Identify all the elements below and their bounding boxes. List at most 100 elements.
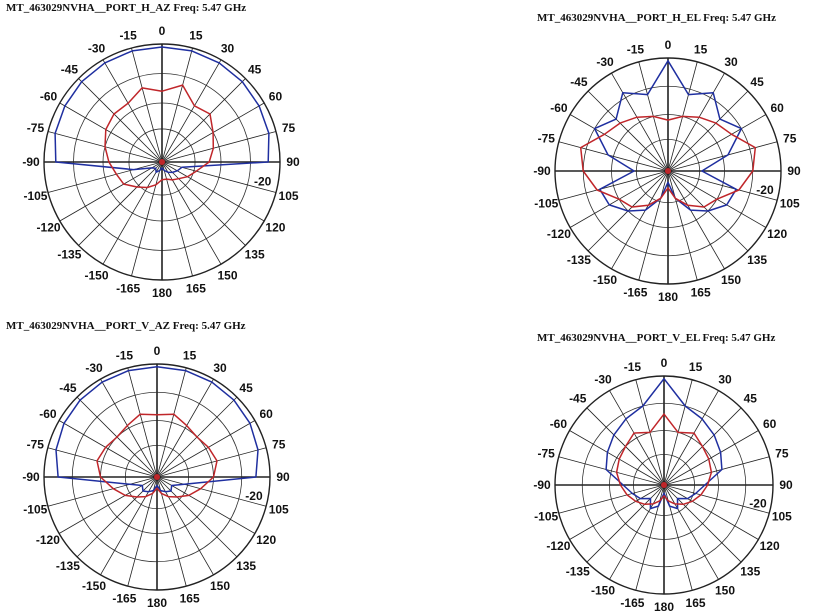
grid-spoke	[100, 476, 158, 576]
series-line-blue	[54, 46, 270, 174]
angle-tick-label: 150	[210, 579, 230, 593]
grid-spoke	[156, 367, 187, 478]
chart-title: MT_463029NVHA__PORT_H_AZ Freq: 5.47 GHz	[6, 2, 247, 14]
angle-tick-label: 165	[186, 282, 206, 296]
angle-tick-label: -165	[112, 592, 136, 606]
angle-tick-label: -90	[22, 155, 40, 169]
grid-spoke	[156, 476, 238, 558]
angle-tick-label: -90	[22, 470, 40, 484]
angle-tick-label: 15	[689, 360, 703, 374]
grid-spoke	[587, 90, 669, 172]
grid-spoke	[569, 430, 665, 486]
grid-spoke	[586, 484, 665, 563]
grid-spoke	[663, 390, 719, 486]
angle-tick-label: -135	[567, 253, 591, 267]
ring-label: -20	[756, 183, 774, 197]
grid-spoke	[609, 484, 665, 580]
chart-panel-v-el: MT_463029NVHA__PORT_V_EL Freq: 5.47 GHz …	[413, 306, 827, 614]
angle-tick-label: 90	[787, 164, 801, 178]
grid-spoke	[667, 72, 725, 172]
chart-title: MT_463029NVHA__PORT_V_AZ Freq: 5.47 GHz	[6, 320, 246, 332]
series-line-blue	[593, 60, 743, 212]
angle-tick-label: 120	[265, 221, 285, 235]
angle-tick-label: -30	[88, 42, 106, 56]
grid-spoke	[558, 141, 669, 172]
grid-spoke	[59, 102, 163, 163]
grid-spoke	[47, 476, 158, 507]
grid-spoke	[663, 484, 742, 563]
angle-tick-label: -75	[537, 446, 555, 460]
angle-tick-label: 30	[718, 372, 732, 386]
polar-chart: 0 153045607590105120135150165180-165-150-…	[22, 24, 300, 300]
grid-spoke	[667, 170, 725, 270]
chart-panel-h-el: MT_463029NVHA__PORT_H_EL Freq: 5.47 GHz …	[413, 0, 827, 306]
angle-tick-label: 90	[286, 155, 300, 169]
polar-chart: 0 153045607590105120135150165180-165-150-…	[533, 38, 801, 304]
grid-spoke	[58, 476, 158, 534]
angle-tick-label: 150	[715, 584, 735, 598]
angle-tick-label: 60	[259, 407, 273, 421]
angle-tick-label: 15	[183, 348, 197, 362]
angle-tick-label: 105	[772, 510, 792, 524]
grid-spoke	[156, 476, 187, 587]
angle-tick-label: -135	[566, 564, 590, 578]
grid-spoke	[569, 114, 669, 172]
series-line-red	[579, 115, 757, 208]
angle-tick-label: -30	[594, 372, 612, 386]
angle-tick-label: -150	[591, 584, 615, 598]
angle-tick-label: -45	[569, 392, 587, 406]
angle-tick-label: 105	[780, 197, 800, 211]
grid-spoke	[78, 78, 163, 163]
angle-tick-label: 90	[276, 470, 290, 484]
angle-tick-label: -45	[570, 75, 588, 89]
angle-tick-label: 120	[767, 227, 787, 241]
grid-spoke	[100, 378, 158, 478]
grid-spoke	[102, 161, 163, 265]
angle-tick-label: -30	[85, 361, 103, 375]
grid-spoke	[638, 170, 669, 281]
angle-tick-label: 180	[654, 600, 674, 614]
angle-tick-label: -60	[550, 417, 568, 431]
angle-tick-label: 45	[750, 75, 764, 89]
grid-spoke	[609, 390, 665, 486]
grid-spoke	[156, 476, 256, 534]
angle-tick-label: 120	[760, 539, 780, 553]
chart-panel-h-az: MT_463029NVHA__PORT_H_AZ Freq: 5.47 GHz …	[0, 0, 413, 306]
angle-tick-label: 45	[239, 381, 253, 395]
angle-tick-label: -150	[82, 579, 106, 593]
grid-spoke	[161, 161, 193, 277]
angle-tick-label: -165	[116, 282, 140, 296]
angle-tick-label: 60	[770, 101, 784, 115]
grid-spoke	[558, 456, 665, 486]
angle-tick-label: -135	[56, 559, 80, 573]
center-point	[159, 159, 165, 165]
angle-tick-label: -105	[23, 189, 47, 203]
angle-tick-label: 60	[269, 90, 283, 104]
center-point	[154, 474, 160, 480]
angle-tick-label: -150	[84, 268, 108, 282]
grid-spoke	[156, 476, 214, 576]
angle-tick-label: -45	[59, 381, 77, 395]
angle-tick-label: -75	[27, 437, 45, 451]
grid-spoke	[102, 59, 163, 163]
angle-tick-label: -120	[37, 221, 61, 235]
angle-tick-label: -135	[57, 248, 81, 262]
grid-spoke	[667, 170, 778, 201]
grid-spoke	[611, 170, 669, 270]
grid-spoke	[611, 72, 669, 172]
angle-tick-label: 15	[694, 42, 708, 56]
grid-spoke	[663, 484, 759, 540]
polar-chart: 0 153045607590105120135150165180-165-150-…	[533, 356, 793, 614]
grid-spoke	[663, 430, 759, 486]
grid-spoke	[156, 378, 214, 478]
angle-tick-label: -150	[593, 273, 617, 287]
angle-tick-label: -75	[27, 121, 45, 135]
grid-spoke	[667, 141, 778, 172]
polar-chart: 0 153045607590105120135150165180-165-150-…	[22, 344, 290, 610]
angle-tick-label: 135	[236, 559, 256, 573]
grid-spoke	[667, 170, 698, 281]
chart-panel-v-az: MT_463029NVHA__PORT_V_AZ Freq: 5.47 GHz …	[0, 306, 413, 613]
angle-tick-label: 30	[213, 361, 227, 375]
ring-label: -20	[254, 174, 272, 188]
angle-tick-label: 150	[721, 273, 741, 287]
